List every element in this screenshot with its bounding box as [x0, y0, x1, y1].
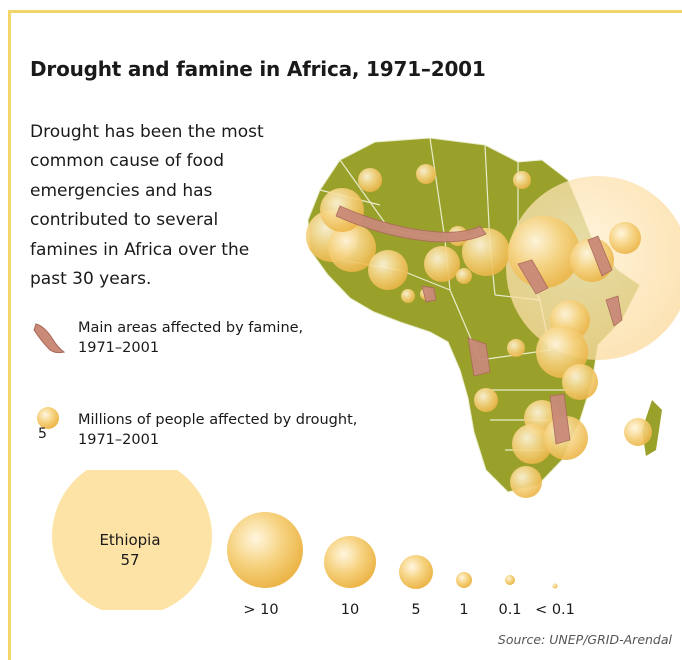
drought-bubble: [513, 171, 531, 189]
ethiopia-label: Ethiopia 57: [70, 530, 190, 570]
drought-legend-value: 5: [38, 426, 47, 442]
drought-bubble: [368, 250, 408, 290]
drought-bubble: [624, 418, 652, 446]
famine-area: [587, 235, 613, 277]
drought-bubble: [510, 466, 542, 498]
famine-area: [467, 337, 491, 377]
famine-area: [605, 295, 623, 327]
drought-bubble: [507, 339, 525, 357]
famine-area: [421, 285, 437, 303]
ethiopia-bubble: [52, 470, 212, 610]
famine-legend-icon: [33, 323, 66, 354]
drought-bubble: [609, 222, 641, 254]
drought-bubble: [456, 268, 472, 284]
scale-label: 0.1: [498, 602, 522, 618]
scale-label: 5: [411, 602, 421, 618]
ethiopia-value: 57: [120, 551, 140, 569]
drought-legend-icon: [37, 407, 59, 429]
drought-bubble: [424, 246, 460, 282]
drought-bubble: [474, 388, 498, 412]
bubble-scale: [52, 470, 558, 610]
drought-bubble: [512, 424, 552, 464]
scale-bubble-1: [456, 572, 472, 588]
famine-area: [335, 205, 487, 243]
scale-bubble-01: [505, 575, 515, 585]
drought-bubble: [328, 224, 376, 272]
intro-text: Drought has been the most common cause o…: [30, 122, 264, 290]
scale-label: > 10: [243, 602, 279, 618]
drought-bubble: [358, 168, 382, 192]
drought-bubble: [508, 216, 580, 288]
scale-bubble-gt10: [227, 512, 303, 588]
famine-area: [549, 393, 571, 445]
scale-label: 1: [459, 602, 469, 618]
famine-area: [517, 259, 549, 295]
drought-bubble: [416, 164, 436, 184]
page-title: Drought and famine in Africa, 1971–2001: [30, 57, 486, 81]
africa-map: [306, 137, 680, 498]
scale-bubble-5: [399, 555, 433, 589]
drought-legend-label: Millions of people affected by drought, …: [78, 412, 358, 448]
frame-left-rule: [8, 10, 11, 660]
drought-bubble: [401, 289, 415, 303]
famine-areas: [335, 205, 623, 445]
source-credit: Source: UNEP/GRID-Arendal: [497, 632, 672, 647]
ethiopia-name: Ethiopia: [99, 531, 161, 549]
drought-bubble: [462, 228, 510, 276]
scale-bubble-10: [324, 536, 376, 588]
scale-bubble-lt01: [552, 583, 558, 589]
frame-top-rule: [8, 10, 682, 13]
scale-label: 10: [340, 602, 360, 618]
scale-label: < 0.1: [535, 602, 575, 618]
drought-bubble: [562, 364, 598, 400]
famine-legend-label: Main areas affected by famine, 1971–2001: [78, 320, 304, 356]
